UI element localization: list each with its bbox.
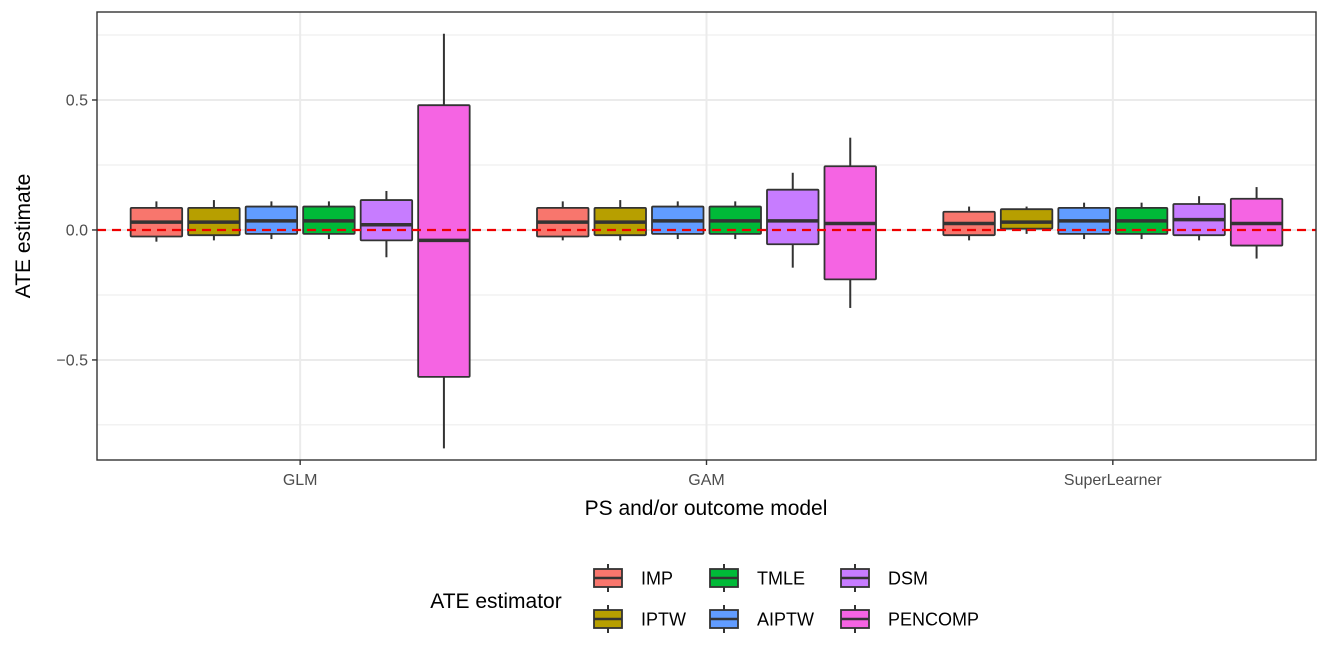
legend-title: ATE estimator [430,590,561,613]
box-imp-superlearner [942,206,996,241]
box-aiptw-glm [244,201,299,240]
x-axis-title: PS and/or outcome model [585,497,828,520]
box-pencomp-superlearner [1229,187,1284,259]
x-tick-label: GLM [283,472,318,489]
legend-label: IMP [641,569,673,589]
legend-label: PENCOMP [888,610,979,630]
box-iptw-gam [593,200,647,241]
box-iptw-superlearner [999,206,1054,234]
y-tick-label: −0.5 [56,352,88,369]
legend: IMP IPTW TMLE AIPTW DSM PENCOMP [593,564,979,633]
box-pencomp-glm [417,33,471,449]
y-tick-label: 0.0 [66,222,88,239]
x-tick-label: SuperLearner [1064,472,1163,489]
y-tick-label: 0.5 [66,92,88,109]
box-imp-glm [129,201,184,242]
legend-item-iptw: IPTW [593,605,686,633]
box-aiptw-superlearner [1057,202,1111,240]
legend-item-imp: IMP [593,564,673,592]
legend-item-tmle: TMLE [709,564,805,592]
box-pencomp-gam [823,137,877,308]
y-axis-title: ATE estimate [12,174,35,298]
box-imp-gam [536,201,590,241]
legend-item-aiptw: AIPTW [709,605,814,633]
legend-label: TMLE [757,569,805,589]
box-tmle-superlearner [1114,202,1169,240]
box-body [999,208,1054,230]
box-aiptw-gam [651,201,705,240]
legend-label: IPTW [641,610,686,630]
box-iptw-glm [187,200,241,241]
legend-label: DSM [888,569,928,589]
legend-item-dsm: DSM [840,564,928,592]
box-dsm-superlearner [1172,196,1226,241]
box-tmle-glm [302,201,356,240]
box-body [359,199,414,242]
box-body [766,188,820,246]
legend-item-pencomp: PENCOMP [840,605,979,633]
legend-label: AIPTW [757,610,814,630]
box-layer [129,33,1284,449]
x-tick-label: GAM [688,472,724,489]
axis-ticks: 0.5 0.0 −0.5 GLM GAM SuperLearner [56,92,1162,489]
grid-lines [97,12,1316,460]
box-tmle-gam [708,201,762,240]
